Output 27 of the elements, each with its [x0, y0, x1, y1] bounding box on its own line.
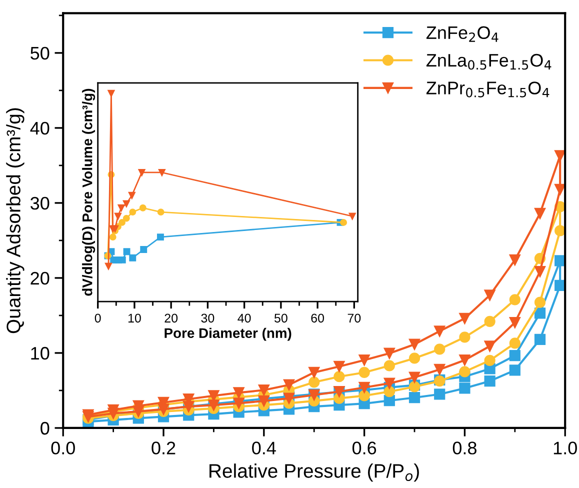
x-tick-label: 0 [94, 314, 101, 323]
y-tick-label: 0 [40, 422, 50, 435]
y-tick-label: 30 [30, 196, 50, 210]
legend-label: ZnFe$_{2}$O$_{4}$ [426, 26, 498, 42]
legend-label: ZnLa$_{0.5}$Fe$_{1.5}$O$_{4}$ [426, 54, 552, 70]
x-tick-label: 40 [238, 314, 251, 323]
x-tick-label: 0.6 [352, 442, 376, 454]
x-tick-label: 20 [164, 314, 178, 323]
legend-label: ZnPr$_{0.5}$Fe$_{1.5}$O$_{4}$ [426, 82, 550, 98]
x-tick-label: 1.0 [554, 442, 577, 454]
x-tick-label: 10 [128, 314, 141, 323]
y-tick-label: 10 [31, 346, 50, 360]
y-axis-title: dV/dlog(D) Pore Volume (cm³/g) [82, 88, 96, 296]
x-axis-title: Relative Pressure (P/P$_{o}$) [210, 464, 419, 482]
x-tick-label: 30 [201, 314, 214, 323]
x-tick-label: 0.4 [252, 442, 276, 454]
y-tick-label: 20 [30, 272, 50, 285]
x-tick-label: 60 [311, 314, 324, 323]
x-tick-label: 0.2 [152, 442, 176, 454]
x-axis-title: Pore Diameter (nm) [164, 328, 292, 341]
x-tick-label: 0.0 [51, 442, 75, 454]
y-tick-label: 40 [30, 122, 50, 135]
x-tick-label: 70 [348, 314, 361, 323]
x-tick-label: 50 [274, 314, 288, 323]
y-tick-label: 50 [30, 46, 50, 60]
x-tick-label: 0.8 [452, 442, 476, 454]
y-axis-title: Quantity Adsorbed (cm³/g) [6, 108, 24, 334]
